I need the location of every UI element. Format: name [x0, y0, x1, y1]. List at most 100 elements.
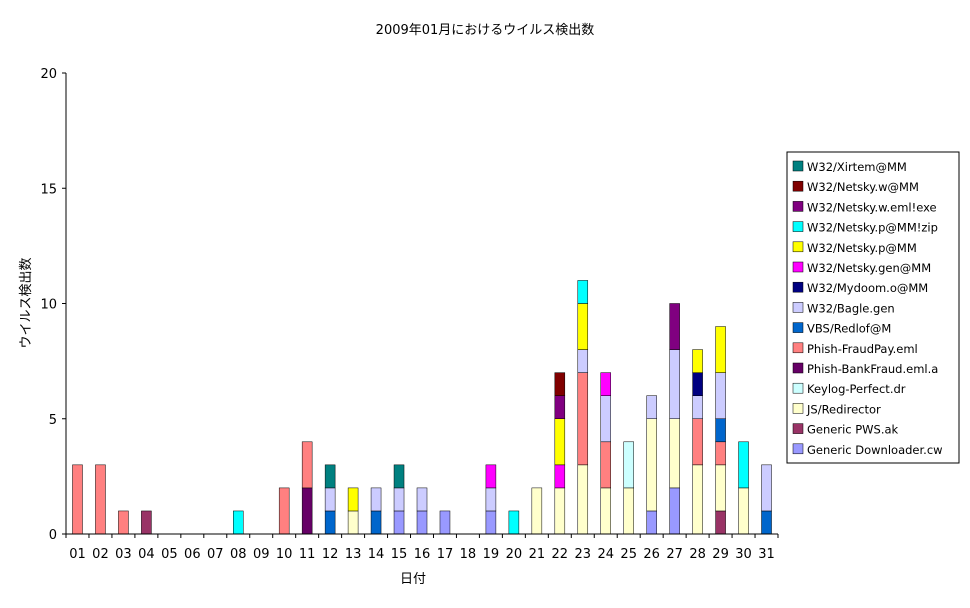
chart-title: 2009年01月におけるウイルス検出数	[376, 23, 595, 38]
x-tick-label: 21	[529, 547, 546, 562]
bar-segment-27-s2	[669, 418, 680, 489]
bar-segment-28-s5	[692, 418, 703, 466]
bar-segment-13-s10	[347, 487, 359, 512]
x-tick-label: 23	[575, 547, 592, 562]
legend-label: W32/Mydoom.o@MM	[807, 281, 928, 295]
bar-segment-16-s0	[416, 510, 428, 535]
x-tick-label: 26	[643, 547, 660, 562]
bar-segment-20-s11	[508, 510, 520, 535]
legend-label: VBS/Redlof@M	[807, 322, 891, 336]
bar-segment-08-s11	[233, 510, 244, 535]
bar-segment-25-s3	[623, 441, 634, 489]
legend-swatch	[792, 241, 804, 253]
bar-segment-24-s7	[600, 395, 611, 443]
x-tick-label: 22	[552, 547, 569, 562]
bar-segment-10-s5	[278, 487, 290, 535]
x-tick-label: 05	[161, 547, 178, 562]
x-tick-label: 01	[69, 547, 86, 562]
bar-segment-19-s7	[485, 487, 497, 512]
x-tick-label: 30	[735, 547, 752, 562]
x-tick-label: 18	[460, 547, 477, 562]
legend-label: Generic Downloader.cw	[807, 443, 943, 457]
bar-segment-19-s9	[485, 464, 497, 489]
legend-label: W32/Xirtem@MM	[807, 160, 907, 174]
bar-segment-11-s4	[301, 487, 313, 535]
x-tick-label: 28	[689, 547, 706, 562]
bar-segment-15-s14	[393, 464, 405, 489]
legend-swatch	[792, 201, 804, 212]
legend-label: JS/Redirector	[806, 402, 881, 416]
bar-segment-23-s2	[577, 464, 589, 535]
legend-swatch	[792, 342, 804, 354]
bar-segment-29-s1	[715, 510, 726, 535]
bar-segment-27-s7	[669, 349, 680, 420]
bar-segment-24-s2	[600, 487, 611, 535]
legend-label: Phish-FraudPay.eml	[807, 342, 918, 356]
bar-segment-27-s12	[669, 303, 680, 350]
x-tick-label: 16	[414, 547, 431, 562]
bar-segment-15-s7	[393, 487, 405, 512]
legend-label: Keylog-Perfect.dr	[807, 382, 906, 396]
bar-segment-03-s5	[118, 510, 129, 535]
legend-swatch	[792, 362, 804, 374]
legend-swatch	[792, 302, 804, 313]
bar-segment-22-s13	[554, 372, 566, 396]
y-axis-label: ウイルス検出数	[19, 257, 34, 348]
bar-segment-29-s2	[715, 464, 726, 512]
legend-box	[786, 151, 960, 464]
bar-segment-22-s10	[554, 418, 566, 466]
bar-segment-14-s7	[370, 487, 382, 512]
bar-segment-12-s6	[324, 510, 336, 535]
y-tick-label: 0	[49, 528, 57, 543]
bar-segment-29-s5	[715, 441, 726, 466]
x-tick-label: 11	[299, 547, 316, 562]
x-tick-label: 07	[207, 547, 224, 562]
legend-label: W32/Netsky.w.eml!exe	[807, 200, 937, 214]
x-tick-label: 14	[368, 547, 385, 562]
bar-segment-17-s0	[439, 510, 451, 535]
x-tick-label: 10	[276, 547, 293, 562]
x-tick-label: 20	[506, 547, 523, 562]
bar-segment-26-s7	[646, 395, 657, 420]
legend-swatch	[792, 322, 804, 333]
x-tick-label: 31	[758, 547, 775, 562]
legend-label: W32/Netsky.gen@MM	[807, 261, 931, 275]
legend-swatch	[792, 423, 804, 434]
bar-segment-29-s7	[715, 372, 726, 419]
bar-segment-15-s0	[393, 510, 405, 535]
bar-segment-22-s12	[554, 395, 566, 420]
legend-swatch	[792, 261, 804, 273]
bar-segment-24-s5	[600, 441, 611, 489]
bar-segment-23-s11	[577, 280, 589, 304]
bar-segment-30-s2	[738, 487, 749, 535]
x-tick-label: 08	[230, 547, 247, 562]
legend-label: Generic PWS.ak	[807, 423, 899, 437]
legend-swatch	[792, 443, 804, 455]
x-tick-label: 04	[138, 547, 155, 562]
bar-segment-11-s5	[301, 441, 313, 489]
x-tick-label: 02	[92, 547, 109, 562]
bar-segment-28-s7	[692, 395, 703, 420]
x-tick-label: 09	[253, 547, 270, 562]
x-tick-label: 19	[483, 547, 500, 562]
bar-segment-25-s2	[623, 487, 634, 535]
bar-segment-26-s0	[646, 510, 657, 535]
x-tick-label: 24	[597, 547, 614, 562]
legend-label: Phish-BankFraud.eml.a	[807, 362, 938, 376]
legend-swatch	[792, 180, 804, 192]
legend-swatch	[792, 160, 804, 172]
x-tick-label: 06	[184, 547, 201, 562]
bar-segment-22-s9	[554, 464, 566, 489]
bar-segment-14-s6	[370, 510, 382, 535]
bar-segment-21-s2	[531, 487, 543, 535]
bar-segment-29-s6	[715, 418, 726, 443]
legend-label: W32/Netsky.w@MM	[807, 180, 919, 194]
x-tick-label: 15	[391, 547, 408, 562]
bar-segment-27-s0	[669, 487, 680, 535]
x-tick-label: 12	[322, 547, 339, 562]
bar-segment-29-s10	[715, 326, 726, 373]
plot-area	[72, 280, 772, 535]
bar-segment-23-s10	[577, 303, 589, 350]
bar-segment-30-s11	[738, 441, 749, 489]
